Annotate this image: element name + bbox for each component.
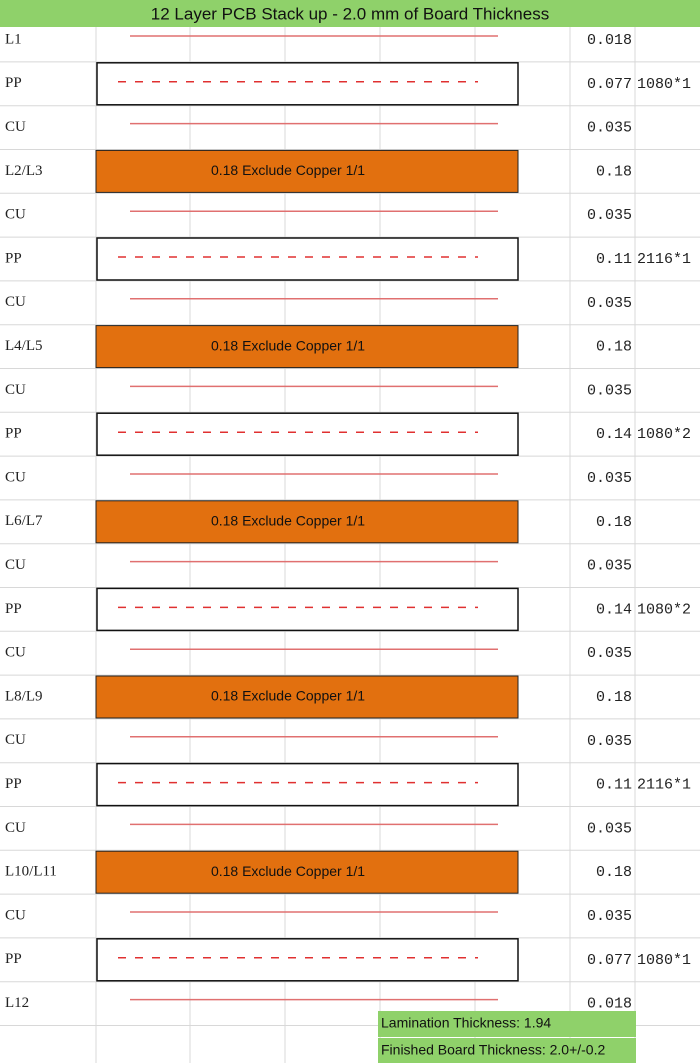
spec: 1080*1 xyxy=(637,952,691,969)
thickness: 0.018 xyxy=(587,996,632,1013)
footer-cell xyxy=(378,1038,636,1063)
prepreg-layer xyxy=(96,412,519,456)
grid xyxy=(95,27,636,1063)
thickness: 0.035 xyxy=(587,908,632,925)
layer-label: L4/L5 xyxy=(5,338,43,354)
layer-label: L1 xyxy=(5,31,22,47)
layer-label: CU xyxy=(5,645,26,661)
spec: 1080*2 xyxy=(637,426,691,443)
footer-cell xyxy=(378,1011,636,1037)
thickness: 0.035 xyxy=(587,120,632,137)
thickness: 0.035 xyxy=(587,820,632,837)
core-label: 0.18 Exclude Copper 1/1 xyxy=(211,162,365,178)
layer-label: L12 xyxy=(5,995,29,1011)
spec: 1080*2 xyxy=(637,601,691,618)
layer-label: CU xyxy=(5,820,26,836)
thickness: 0.035 xyxy=(587,295,632,312)
layer-label: CU xyxy=(5,207,26,223)
thickness: 0.035 xyxy=(587,382,632,399)
layer-label: CU xyxy=(5,469,26,485)
thickness: 0.035 xyxy=(587,207,632,224)
layer-label: L2/L3 xyxy=(5,163,43,179)
layer-label: CU xyxy=(5,732,26,748)
spec: 2116*1 xyxy=(637,777,691,794)
title: 12 Layer PCB Stack up - 2.0 mm of Board … xyxy=(151,4,549,23)
rows: L1 0.018 PP 0.077 1080*1 CU 0.035 L2/L3 0.18 0.18… xyxy=(0,31,700,1026)
layer-label: CU xyxy=(5,294,26,310)
prepreg-layer xyxy=(96,938,519,982)
prepreg-layer xyxy=(96,587,519,632)
lamination-thickness: Lamination Thickness: 1.94 xyxy=(381,1015,551,1031)
layer-label: L8/L9 xyxy=(5,688,43,704)
layer-label: PP xyxy=(5,601,22,617)
layer-label: CU xyxy=(5,382,26,398)
thickness: 0.18 xyxy=(596,864,632,881)
layer-label: CU xyxy=(5,557,26,573)
thickness: 0.035 xyxy=(587,558,632,575)
thickness: 0.035 xyxy=(587,645,632,662)
layer-label: PP xyxy=(5,776,22,792)
core-layer xyxy=(95,850,519,894)
layer-label: PP xyxy=(5,250,22,266)
core-label: 0.18 Exclude Copper 1/1 xyxy=(211,337,365,353)
thickness: 0.18 xyxy=(596,689,632,706)
thickness: 0.11 xyxy=(596,251,632,268)
thickness: 0.018 xyxy=(587,32,632,49)
layer-label: L10/L11 xyxy=(5,864,57,880)
layer-label: L6/L7 xyxy=(5,513,43,529)
layer-label: PP xyxy=(5,75,22,91)
title-bar xyxy=(0,0,700,27)
core-label: 0.18 Exclude Copper 1/1 xyxy=(211,688,365,704)
thickness: 0.077 xyxy=(587,952,632,969)
layer-label: PP xyxy=(5,951,22,967)
thickness: 0.18 xyxy=(596,514,632,531)
thickness: 0.18 xyxy=(596,163,632,180)
thickness: 0.14 xyxy=(596,426,632,443)
spec: 2116*1 xyxy=(637,251,691,268)
spec: 1080*1 xyxy=(637,76,691,93)
thickness: 0.077 xyxy=(587,76,632,93)
thickness: 0.11 xyxy=(596,777,632,794)
core-layer xyxy=(95,675,519,719)
layer-label: CU xyxy=(5,907,26,923)
thickness: 0.18 xyxy=(596,339,632,356)
thickness: 0.035 xyxy=(587,470,632,487)
thickness: 0.035 xyxy=(587,733,632,750)
core-label: 0.18 Exclude Copper 1/1 xyxy=(211,863,365,879)
prepreg-layer xyxy=(96,62,519,106)
core-layer xyxy=(95,500,519,544)
core-label: 0.18 Exclude Copper 1/1 xyxy=(211,513,365,529)
core-layer xyxy=(95,149,519,193)
layer-label: PP xyxy=(5,426,22,442)
prepreg-layer xyxy=(96,237,519,281)
finished-thickness: Finished Board Thickness: 2.0+/-0.2 xyxy=(381,1042,605,1058)
prepreg-layer xyxy=(96,762,519,807)
core-layer xyxy=(95,325,519,369)
layer-label: CU xyxy=(5,119,26,135)
thickness: 0.14 xyxy=(596,601,632,618)
